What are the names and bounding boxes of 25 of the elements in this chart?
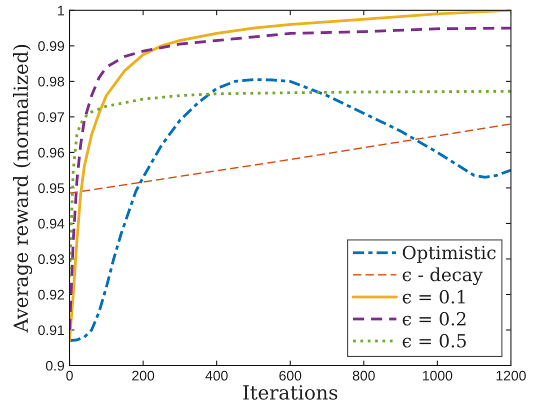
x-tick-label: 800 (352, 370, 375, 381)
legend-label: ϵ - decay (402, 267, 483, 286)
y-tick-label: 1 (58, 6, 64, 16)
x-tick-label: 600 (279, 370, 302, 381)
y-tick-label: 0.92 (38, 290, 64, 300)
legend-label: ϵ = 0.5 (402, 334, 466, 348)
y-tick-label: 0.95 (38, 183, 64, 194)
legend-label: ϵ = 0.2 (402, 312, 466, 326)
legend-label: ϵ = 0.1 (402, 290, 465, 304)
y-tick-label: 0.9 (46, 360, 64, 371)
x-tick-label: 200 (132, 370, 154, 381)
x-tick-label: 0 (66, 370, 73, 381)
x-tick-label: 1200 (496, 370, 526, 381)
y-tick-label: 0.98 (38, 76, 64, 87)
y-tick-label: 0.99 (38, 41, 64, 52)
y-tick-label: 0.97 (38, 112, 64, 122)
y-tick-label: 0.94 (38, 218, 64, 229)
y-tick-label: 0.93 (38, 254, 64, 264)
x-tick-label: 400 (205, 370, 228, 381)
x-tick-label: 1000 (422, 370, 452, 381)
legend-label: Optimistic (402, 246, 496, 263)
x-axis-title: Iterations (243, 385, 338, 400)
y-axis-title: Average reward (normalized) (13, 44, 32, 333)
y-tick-label: 0.96 (38, 148, 64, 158)
y-tick-label: 0.91 (38, 325, 64, 336)
